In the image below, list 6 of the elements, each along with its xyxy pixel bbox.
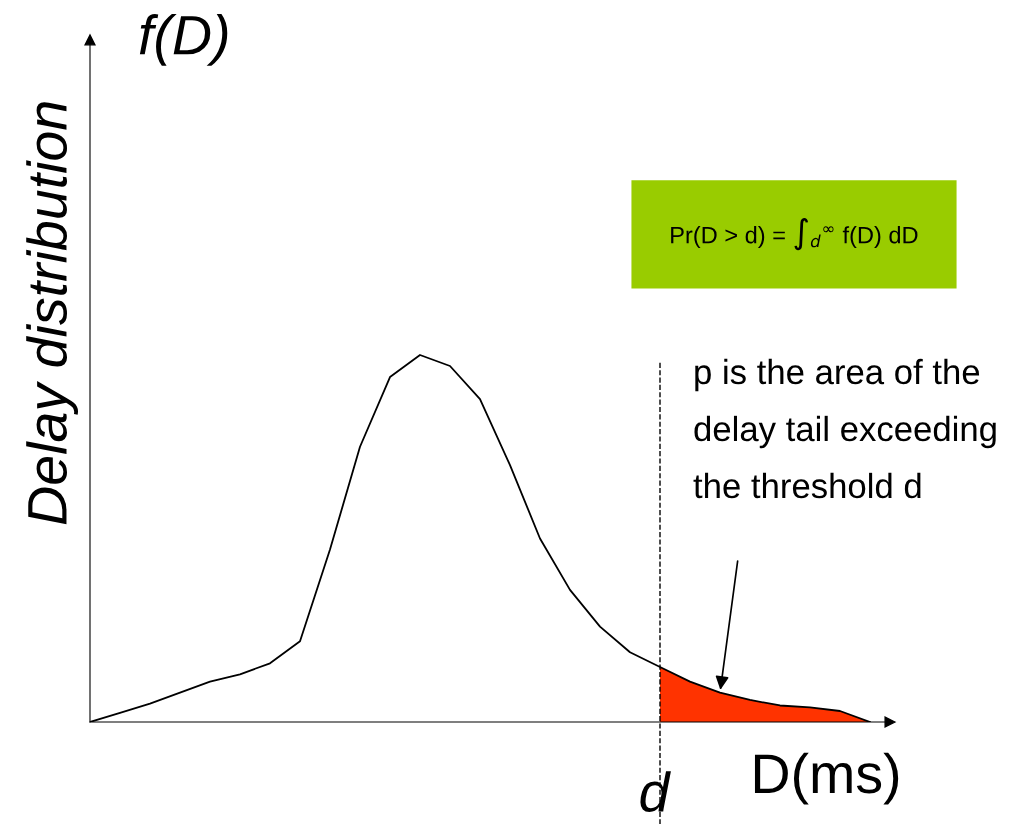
text: Pr(D > d) = ∫$_{d}$$^{∞}$ f(D) dD — [671, 217, 918, 251]
y-axis-title: Delay distribution — [26, 102, 78, 525]
text: f(D) — [139, 14, 228, 66]
text: d — [640, 771, 671, 812]
annotation: p is the area of the delay tail exceeding the threshold d — [693, 358, 996, 499]
x-axis-title: D(ms) — [754, 752, 899, 805]
